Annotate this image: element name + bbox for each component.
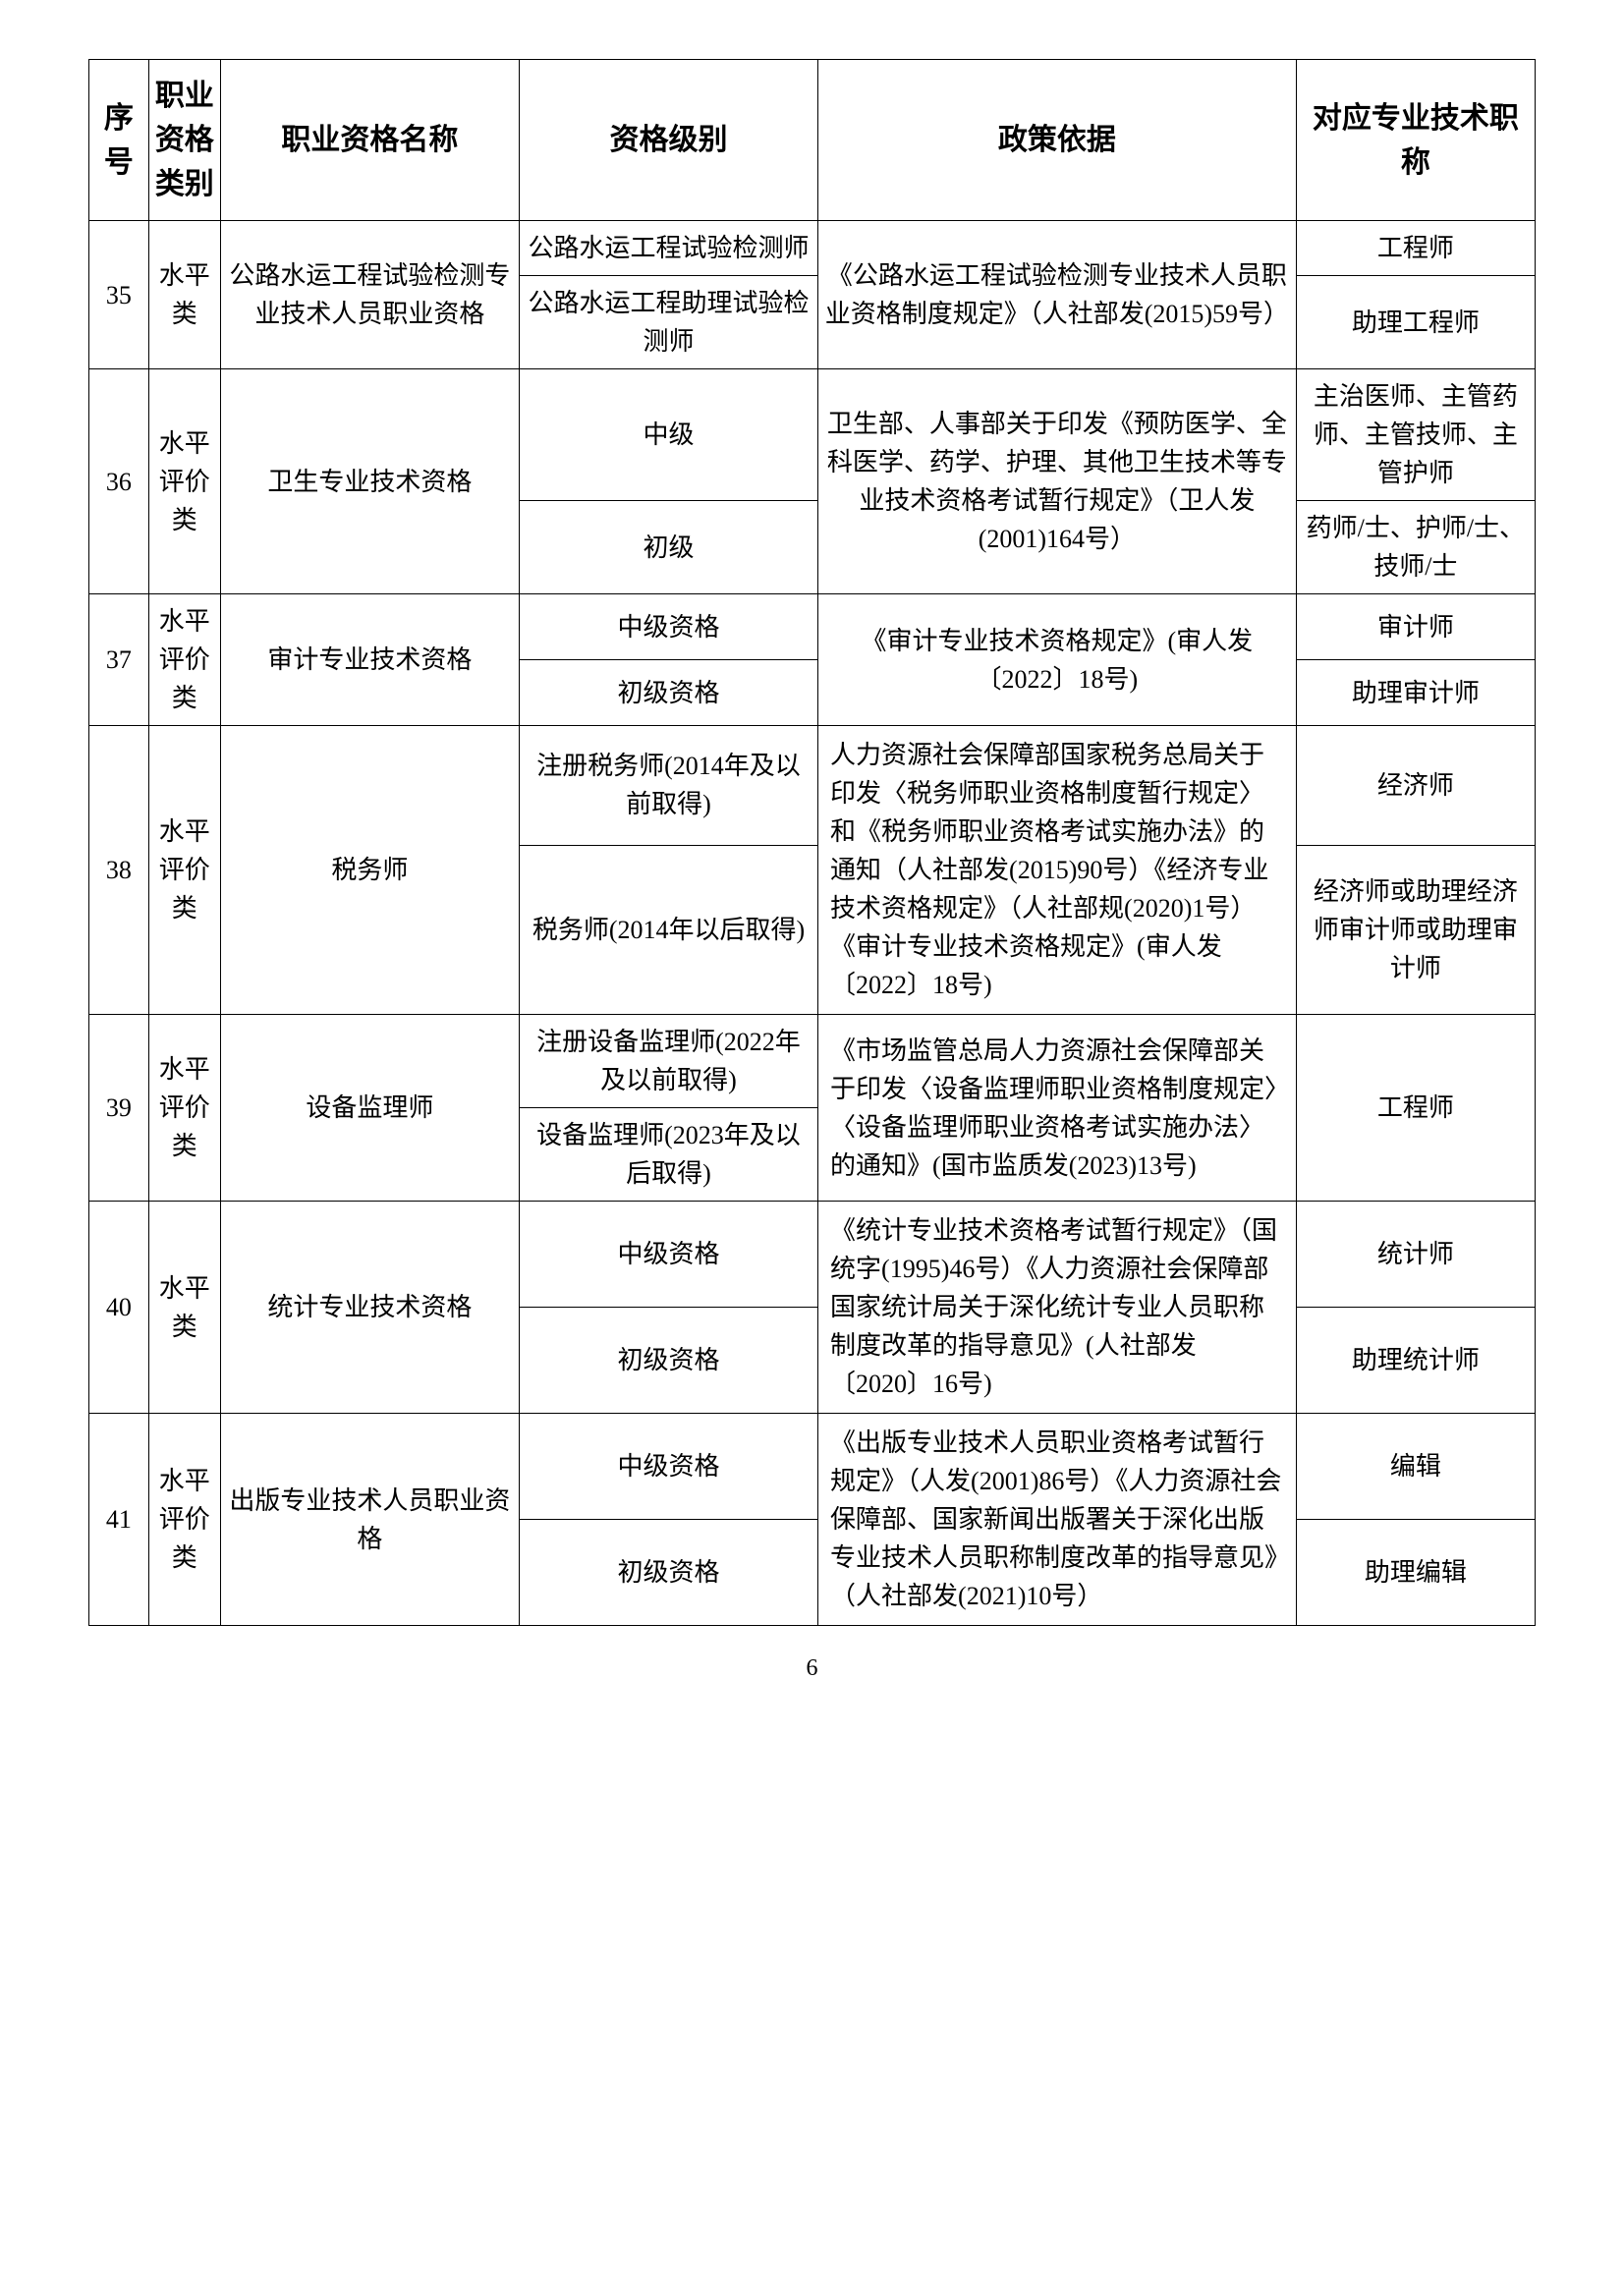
cell-level: 公路水运工程助理试验检测师 <box>519 276 817 369</box>
table-row: 38 水平评价类 税务师 注册税务师(2014年及以前取得) 人力资源社会保障部… <box>89 726 1536 846</box>
cell-name: 卫生专业技术资格 <box>220 369 519 594</box>
qualification-table: 序号 职业资格类别 职业资格名称 资格级别 政策依据 对应专业技术职称 35 水… <box>88 59 1536 1626</box>
cell-seq: 38 <box>89 726 149 1015</box>
cell-level: 注册税务师(2014年及以前取得) <box>519 726 817 846</box>
cell-seq: 37 <box>89 594 149 726</box>
page-number: 6 <box>88 1655 1536 1682</box>
table-row: 35 水平类 公路水运工程试验检测专业技术人员职业资格 公路水运工程试验检测师 … <box>89 221 1536 276</box>
cell-title: 助理工程师 <box>1296 276 1535 369</box>
cell-title: 药师/士、护师/士、技师/士 <box>1296 501 1535 594</box>
cell-seq: 41 <box>89 1414 149 1626</box>
cell-basis: 《统计专业技术资格考试暂行规定》（国统字(1995)46号）《人力资源社会保障部… <box>818 1202 1297 1414</box>
cell-basis: 《审计专业技术资格规定》(审人发〔2022〕18号) <box>818 594 1297 726</box>
cell-title: 统计师 <box>1296 1202 1535 1308</box>
table-row: 41 水平评价类 出版专业技术人员职业资格 中级资格 《出版专业技术人员职业资格… <box>89 1414 1536 1520</box>
cell-name: 设备监理师 <box>220 1015 519 1202</box>
header-level: 资格级别 <box>519 60 817 221</box>
cell-category: 水平评价类 <box>148 1015 220 1202</box>
table-row: 36 水平评价类 卫生专业技术资格 中级 卫生部、人事部关于印发《预防医学、全科… <box>89 369 1536 501</box>
cell-name: 出版专业技术人员职业资格 <box>220 1414 519 1626</box>
cell-title: 经济师 <box>1296 726 1535 846</box>
cell-level: 初级资格 <box>519 1520 817 1626</box>
table-row: 39 水平评价类 设备监理师 注册设备监理师(2022年及以前取得) 《市场监管… <box>89 1015 1536 1108</box>
cell-name: 税务师 <box>220 726 519 1015</box>
header-category: 职业资格类别 <box>148 60 220 221</box>
table-header-row: 序号 职业资格类别 职业资格名称 资格级别 政策依据 对应专业技术职称 <box>89 60 1536 221</box>
cell-category: 水平评价类 <box>148 1414 220 1626</box>
cell-category: 水平类 <box>148 1202 220 1414</box>
cell-category: 水平评价类 <box>148 726 220 1015</box>
cell-title: 审计师 <box>1296 594 1535 660</box>
cell-title: 助理统计师 <box>1296 1308 1535 1414</box>
cell-name: 审计专业技术资格 <box>220 594 519 726</box>
cell-name: 统计专业技术资格 <box>220 1202 519 1414</box>
cell-title: 经济师或助理经济师审计师或助理审计师 <box>1296 845 1535 1014</box>
cell-level: 中级 <box>519 369 817 501</box>
cell-level: 设备监理师(2023年及以后取得) <box>519 1108 817 1202</box>
cell-title: 工程师 <box>1296 221 1535 276</box>
cell-level: 注册设备监理师(2022年及以前取得) <box>519 1015 817 1108</box>
cell-basis: 《出版专业技术人员职业资格考试暂行规定》（人发(2001)86号）《人力资源社会… <box>818 1414 1297 1626</box>
cell-name: 公路水运工程试验检测专业技术人员职业资格 <box>220 221 519 369</box>
table-row: 40 水平类 统计专业技术资格 中级资格 《统计专业技术资格考试暂行规定》（国统… <box>89 1202 1536 1308</box>
cell-basis: 《市场监管总局人力资源社会保障部关于印发〈设备监理师职业资格制度规定〉〈设备监理… <box>818 1015 1297 1202</box>
header-title: 对应专业技术职称 <box>1296 60 1535 221</box>
cell-level: 中级资格 <box>519 1202 817 1308</box>
cell-category: 水平评价类 <box>148 369 220 594</box>
cell-level: 公路水运工程试验检测师 <box>519 221 817 276</box>
cell-category: 水平类 <box>148 221 220 369</box>
cell-level: 初级 <box>519 501 817 594</box>
cell-title: 编辑 <box>1296 1414 1535 1520</box>
cell-basis: 《公路水运工程试验检测专业技术人员职业资格制度规定》（人社部发(2015)59号… <box>818 221 1297 369</box>
cell-title: 助理审计师 <box>1296 660 1535 726</box>
cell-seq: 35 <box>89 221 149 369</box>
cell-level: 税务师(2014年以后取得) <box>519 845 817 1014</box>
header-name: 职业资格名称 <box>220 60 519 221</box>
cell-title: 助理编辑 <box>1296 1520 1535 1626</box>
cell-title: 工程师 <box>1296 1015 1535 1202</box>
cell-level: 初级资格 <box>519 660 817 726</box>
cell-basis: 人力资源社会保障部国家税务总局关于印发〈税务师职业资格制度暂行规定〉和《税务师职… <box>818 726 1297 1015</box>
cell-title: 主治医师、主管药师、主管技师、主管护师 <box>1296 369 1535 501</box>
cell-category: 水平评价类 <box>148 594 220 726</box>
cell-level: 中级资格 <box>519 594 817 660</box>
cell-level: 中级资格 <box>519 1414 817 1520</box>
table-body: 35 水平类 公路水运工程试验检测专业技术人员职业资格 公路水运工程试验检测师 … <box>89 221 1536 1626</box>
cell-level: 初级资格 <box>519 1308 817 1414</box>
cell-seq: 40 <box>89 1202 149 1414</box>
header-seq: 序号 <box>89 60 149 221</box>
cell-basis: 卫生部、人事部关于印发《预防医学、全科医学、药学、护理、其他卫生技术等专业技术资… <box>818 369 1297 594</box>
cell-seq: 36 <box>89 369 149 594</box>
cell-seq: 39 <box>89 1015 149 1202</box>
header-basis: 政策依据 <box>818 60 1297 221</box>
table-row: 37 水平评价类 审计专业技术资格 中级资格 《审计专业技术资格规定》(审人发〔… <box>89 594 1536 660</box>
